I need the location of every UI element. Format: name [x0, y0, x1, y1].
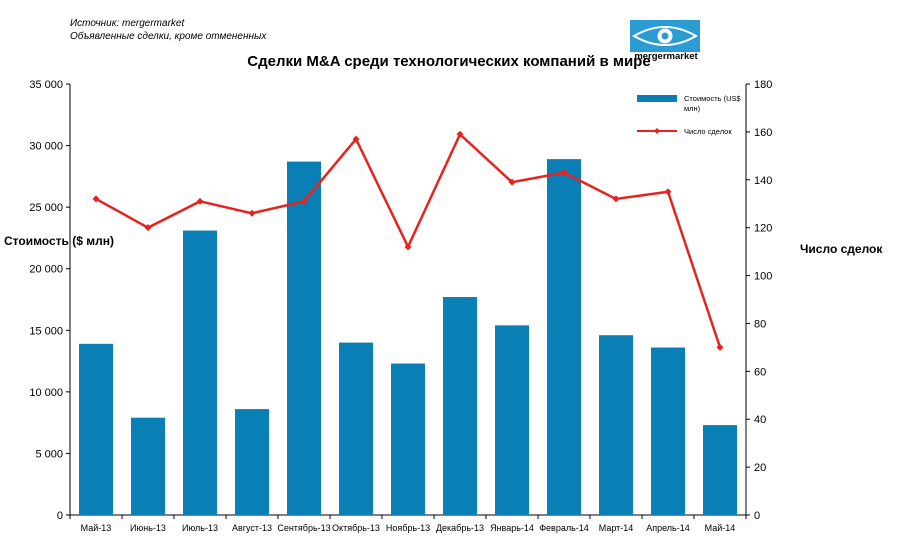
line-point — [612, 195, 620, 203]
legend-label-line: Число сделок — [684, 127, 732, 136]
y-tick-label-right: 60 — [754, 366, 766, 378]
y-axis-label-right: Число сделок — [800, 242, 883, 256]
y-tick-label-left: 25 000 — [29, 202, 63, 214]
y-tick-label-right: 160 — [754, 127, 772, 139]
line-point — [144, 224, 152, 232]
bar — [651, 347, 685, 515]
y-tick-label-left: 35 000 — [29, 79, 63, 91]
y-tick-label-left: 15 000 — [29, 325, 63, 337]
line-point — [352, 135, 360, 143]
x-tick-label: Август-13 — [232, 523, 272, 533]
line-point — [404, 243, 412, 251]
bar — [703, 425, 737, 515]
line-point — [456, 130, 464, 138]
bar — [443, 297, 477, 515]
y-tick-label-right: 140 — [754, 175, 772, 187]
mergermarket-logo-icon — [630, 20, 700, 52]
x-tick-label: Май-14 — [705, 523, 736, 533]
bar — [131, 417, 165, 515]
line-point — [196, 197, 204, 205]
line-point — [664, 188, 672, 196]
y-tick-label-left: 10 000 — [29, 387, 63, 399]
y-axis-label-left: Стоимость ($ млн) — [4, 234, 114, 248]
chart-title: Сделки M&A среди технологических компани… — [247, 53, 651, 70]
bar — [287, 161, 321, 515]
y-tick-label-right: 0 — [754, 510, 760, 522]
x-tick-label: Апрель-14 — [646, 523, 690, 533]
x-tick-label: Февраль-14 — [539, 523, 589, 533]
y-tick-label-right: 180 — [754, 79, 772, 91]
line-point — [300, 197, 308, 205]
source-note: Источник: mergermarket — [70, 18, 185, 29]
y-tick-label-right: 20 — [754, 462, 766, 474]
line-point — [716, 343, 724, 351]
logo-text: mergermarket — [634, 51, 698, 62]
x-tick-label: Сентябрь-13 — [277, 523, 330, 533]
x-tick-label: Июль-13 — [182, 523, 218, 533]
legend-swatch-bars — [637, 95, 677, 102]
line-point — [248, 209, 256, 217]
y-tick-label-left: 30 000 — [29, 141, 63, 153]
bar — [339, 342, 373, 515]
legend-swatch-marker — [654, 128, 660, 134]
y-tick-label-left: 20 000 — [29, 264, 63, 276]
x-tick-label: Март-14 — [599, 523, 634, 533]
bar — [599, 335, 633, 515]
bar — [235, 409, 269, 515]
bar — [79, 343, 113, 515]
x-tick-label: Май-13 — [81, 523, 112, 533]
x-tick-label: Июнь-13 — [130, 523, 166, 533]
bar — [391, 363, 425, 515]
line-point — [508, 178, 516, 186]
y-tick-label-right: 120 — [754, 223, 772, 235]
y-tick-label-right: 80 — [754, 318, 766, 330]
legend-label-bars: Стоимость (US$ млн) — [684, 94, 742, 113]
y-tick-label-left: 5 000 — [35, 448, 63, 460]
line-point — [560, 169, 568, 177]
x-tick-label: Январь-14 — [490, 523, 534, 533]
y-tick-label-right: 100 — [754, 271, 772, 283]
x-tick-label: Ноябрь-13 — [386, 523, 430, 533]
bar — [495, 325, 529, 515]
x-tick-label: Декабрь-13 — [436, 523, 484, 533]
y-tick-label-left: 0 — [57, 510, 63, 522]
y-tick-label-right: 40 — [754, 414, 766, 426]
filter-note: Объявленные сделки, кроме отмененных — [70, 31, 267, 42]
bar — [183, 230, 217, 516]
x-tick-label: Октябрь-13 — [332, 523, 380, 533]
bar — [547, 159, 581, 516]
line-point — [92, 195, 100, 203]
